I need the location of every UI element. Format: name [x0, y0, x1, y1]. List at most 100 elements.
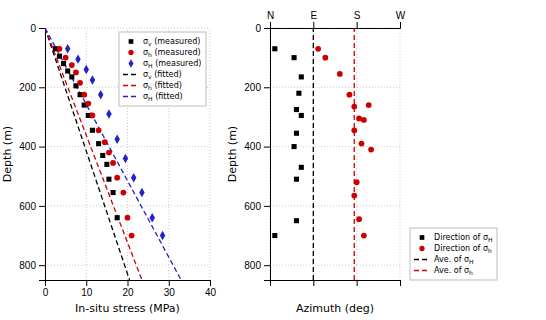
tick: 400 — [19, 141, 45, 152]
tick-mark — [357, 280, 358, 286]
point — [294, 107, 299, 112]
legend-entry: σh (measured) — [128, 48, 200, 58]
point — [73, 70, 79, 76]
tick-mark — [400, 280, 401, 286]
point — [347, 92, 353, 98]
tick: 0 — [43, 280, 49, 298]
tick-mark — [264, 147, 270, 148]
tick: 600 — [19, 201, 45, 212]
axis-line — [271, 281, 401, 287]
legend-label: σH (measured) — [143, 59, 201, 69]
tick-mark — [169, 280, 170, 286]
legend-entry: σv (fitted) — [123, 70, 182, 80]
point — [299, 74, 304, 79]
point — [315, 46, 321, 52]
grid-line — [45, 146, 210, 147]
point — [356, 216, 362, 222]
grid — [270, 28, 400, 280]
tick-label: 0 — [43, 287, 49, 298]
y-axis: 0200400600800 — [244, 23, 270, 281]
panel: NESW0200400600800Azimuth (deg)Depth (m)D… — [226, 10, 497, 315]
tick: N — [267, 10, 274, 28]
point — [110, 160, 116, 166]
tick-mark — [313, 22, 314, 28]
legend-label: σv (fitted) — [143, 70, 182, 80]
point — [272, 233, 277, 238]
axis-line — [46, 281, 211, 287]
x-axis-top: NESW — [267, 10, 406, 29]
tick-label: 40 — [205, 287, 217, 298]
point — [106, 150, 112, 156]
tick-label: N — [267, 10, 274, 21]
tick-label: 0 — [255, 23, 261, 34]
point — [351, 193, 357, 199]
legend-swatch — [420, 235, 425, 240]
point — [361, 233, 367, 239]
point — [354, 179, 360, 185]
point — [123, 154, 128, 163]
tick-mark — [264, 265, 270, 266]
grid-line — [45, 265, 210, 266]
tick-mark — [86, 280, 87, 286]
legend-swatch — [414, 270, 430, 271]
point — [57, 46, 63, 52]
point — [129, 233, 135, 239]
tick-mark — [39, 206, 45, 207]
legend-box — [410, 228, 497, 280]
point — [125, 215, 131, 221]
point — [106, 109, 111, 118]
point — [111, 190, 116, 195]
axis-line — [39, 29, 46, 281]
point — [77, 80, 83, 86]
tick-label: 30 — [164, 287, 176, 298]
point — [96, 127, 102, 133]
legend-box — [119, 32, 206, 106]
tick: 40 — [205, 280, 217, 298]
point — [351, 104, 357, 110]
point — [292, 55, 297, 60]
point — [81, 92, 87, 98]
reference-line — [313, 28, 314, 280]
reference-line — [354, 28, 355, 280]
legend-swatch — [128, 50, 133, 55]
grid-line — [400, 28, 401, 280]
point — [98, 90, 103, 99]
point — [359, 141, 365, 147]
point — [366, 102, 372, 108]
point — [61, 61, 66, 66]
point — [322, 55, 328, 61]
tick-mark — [264, 28, 270, 29]
legend-entry: σv (measured) — [129, 37, 201, 47]
legend-swatch — [123, 96, 139, 97]
legend-entry: σH (measured) — [128, 59, 201, 69]
point — [102, 139, 108, 145]
legend-label: Direction of σH — [434, 233, 493, 243]
tick-label: E — [310, 10, 317, 21]
grid-line — [45, 205, 210, 206]
tick-label: 600 — [244, 201, 261, 212]
point — [85, 101, 91, 107]
tick-label: 200 — [19, 82, 36, 93]
tick-mark — [270, 22, 271, 28]
tick-mark — [39, 265, 45, 266]
point — [100, 153, 105, 158]
series — [65, 44, 165, 240]
legend-swatch — [123, 85, 139, 86]
point — [65, 44, 70, 53]
tick: 200 — [19, 82, 45, 93]
legend-entry: σh (fitted) — [123, 81, 182, 91]
tick — [313, 280, 314, 286]
legend-swatch — [129, 39, 134, 44]
point — [272, 46, 277, 51]
point — [114, 134, 119, 143]
legend-swatch — [128, 59, 133, 68]
legend-label: σh (fitted) — [143, 81, 182, 91]
tick: 20 — [122, 280, 134, 298]
tick: 400 — [244, 141, 270, 152]
y-axis: 0200400600800 — [19, 23, 45, 281]
chart-svg: 0102030400200400600800In-situ stress (MP… — [0, 0, 546, 320]
tick-label: W — [396, 10, 406, 21]
x-axis-title: In-situ stress (MPa) — [75, 302, 180, 315]
tick: 0 — [30, 23, 45, 34]
x-axis-title: Azimuth (deg) — [296, 302, 374, 315]
